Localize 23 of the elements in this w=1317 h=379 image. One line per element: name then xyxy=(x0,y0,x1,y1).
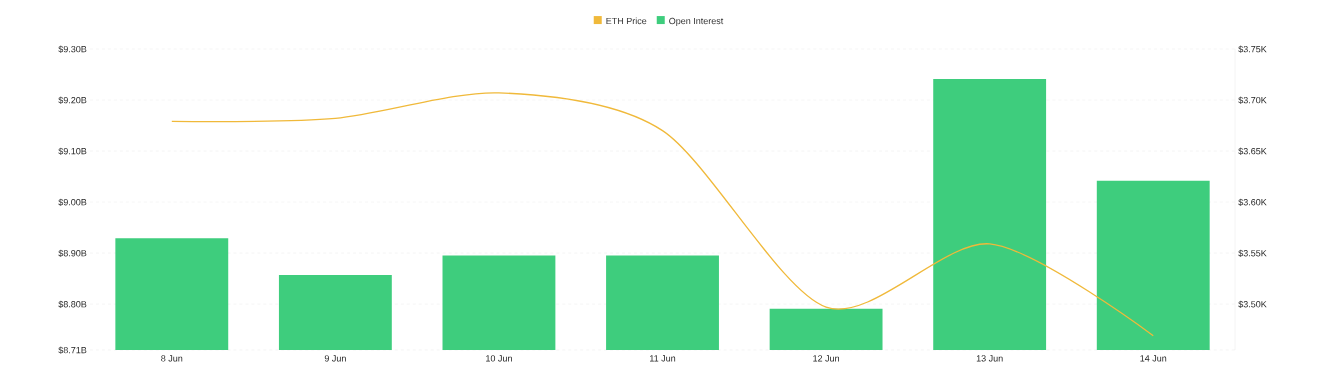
y-tick-label: $9.10B xyxy=(58,147,87,155)
y2-tick-label: $3.65K xyxy=(1238,147,1267,155)
x-tick-label: 9 Jun xyxy=(324,355,346,362)
y-tick-label: $9.00B xyxy=(58,198,87,206)
y2-tick-label: $3.50K xyxy=(1238,300,1267,308)
y-tick-label: $8.90B xyxy=(58,249,87,257)
y2-tick-label: $3.70K xyxy=(1238,96,1267,104)
legend-label: Open Interest xyxy=(669,17,724,26)
y-tick-label: $9.30B xyxy=(58,45,87,53)
x-tick-label: 10 Jun xyxy=(486,355,512,362)
y2-tick-label: $3.60K xyxy=(1238,198,1267,206)
y-tick-label: $9.20B xyxy=(58,96,87,104)
y2-tick-label: $3.55K xyxy=(1238,249,1267,257)
x-tick-label: 14 Jun xyxy=(1140,355,1167,362)
y2-tick-label: $3.75K xyxy=(1238,45,1267,53)
x-tick-label: 8 Jun xyxy=(161,355,183,362)
y-tick-label: $8.71B xyxy=(58,346,87,354)
line-series xyxy=(171,92,1154,337)
y-tick-label: $8.80B xyxy=(58,300,87,308)
x-tick-label: 13 Jun xyxy=(976,355,1003,362)
x-tick-label: 11 Jun xyxy=(650,355,676,362)
x-tick-label: 12 Jun xyxy=(813,355,840,362)
legend-label: ETH Price xyxy=(606,17,647,25)
